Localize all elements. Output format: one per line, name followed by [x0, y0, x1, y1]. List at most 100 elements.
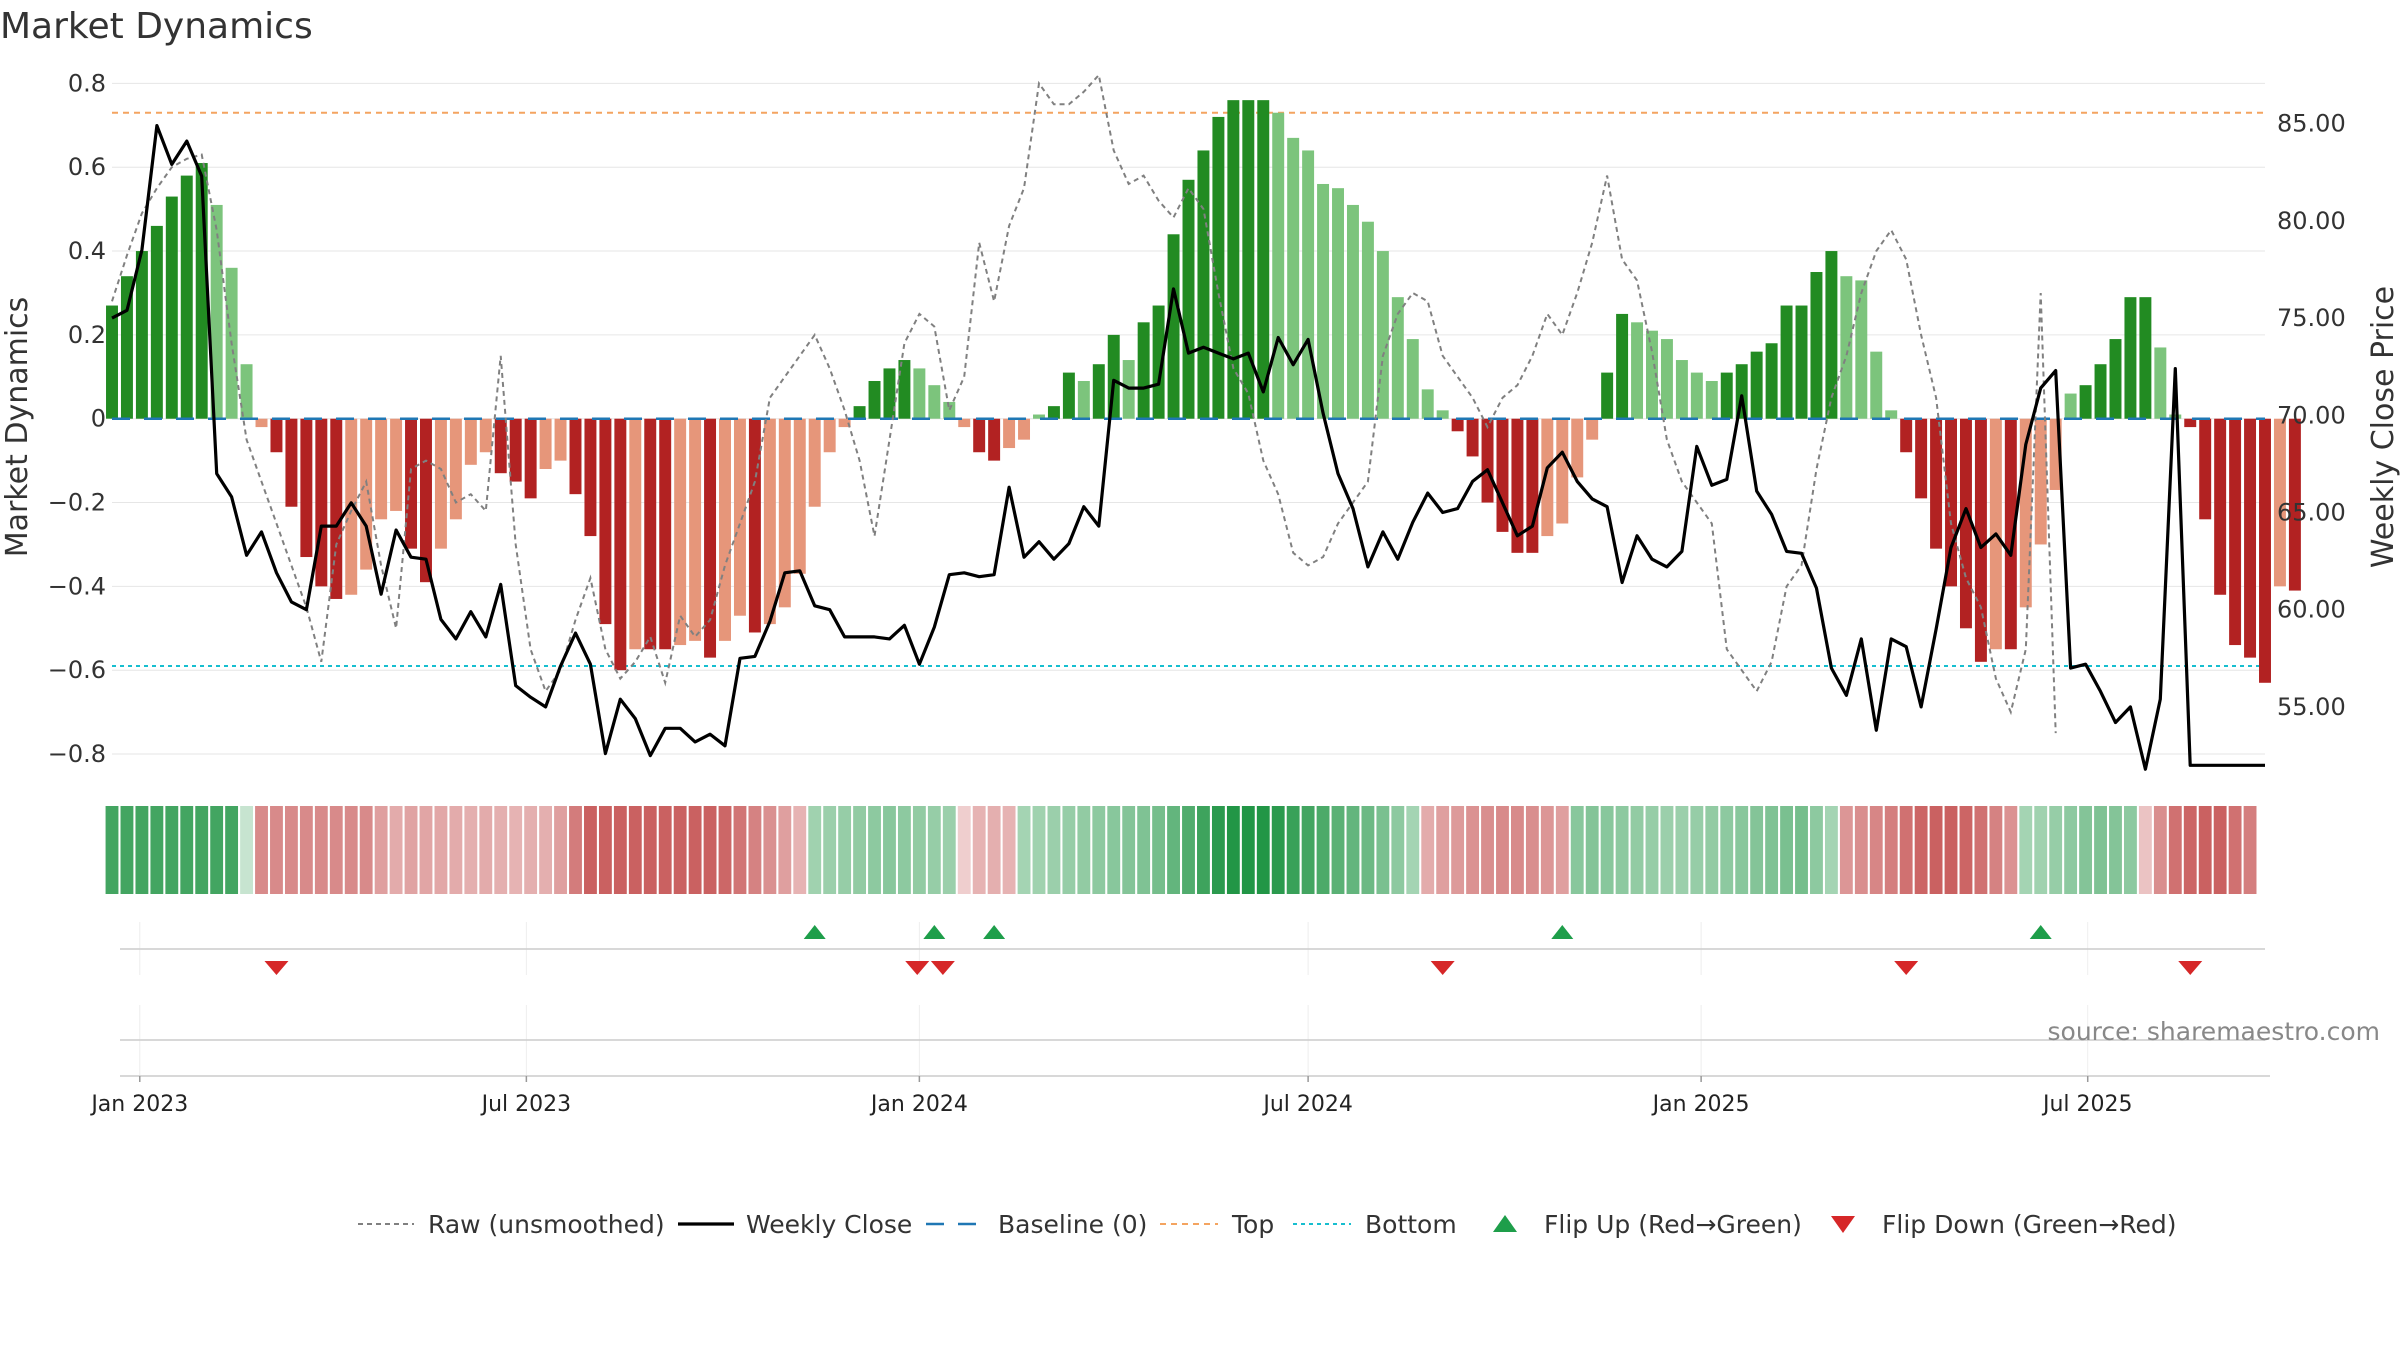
- heat-cell: [1271, 806, 1285, 894]
- flip-down-marker: [905, 961, 930, 975]
- dynamics-bar: [1705, 380, 1718, 419]
- heat-cell: [240, 806, 253, 894]
- heat-cell: [210, 806, 224, 894]
- y2-tick-label: 60.00: [2277, 596, 2346, 624]
- y2-tick-label: 80.00: [2277, 207, 2346, 235]
- heat-cell: [1929, 806, 1943, 894]
- heat-cell: [1869, 806, 1883, 894]
- dynamics-bar: [524, 418, 537, 499]
- dynamics-bar: [958, 418, 971, 428]
- dynamics-bar: [793, 418, 806, 574]
- dynamics-bar: [1974, 418, 1987, 662]
- dynamics-bar: [1930, 418, 1943, 549]
- heat-cell: [2064, 806, 2078, 894]
- dynamics-bar: [748, 418, 761, 633]
- dynamics-bar: [1526, 418, 1539, 553]
- heat-cell: [1167, 806, 1180, 894]
- y-tick-label: −0.8: [48, 740, 106, 768]
- dynamics-bar: [1601, 372, 1614, 419]
- heat-cell: [1944, 806, 1958, 894]
- heat-cell: [120, 806, 134, 894]
- dynamics-bar: [554, 418, 567, 461]
- heat-cell: [1839, 806, 1853, 894]
- heat-cell: [1197, 806, 1210, 894]
- heat-cell: [793, 806, 807, 894]
- heat-cell: [270, 806, 283, 894]
- heat-cell: [957, 806, 971, 894]
- dynamics-bar: [2273, 418, 2286, 587]
- empty-panel: [120, 1005, 2270, 1077]
- heat-cell: [1540, 806, 1554, 894]
- dynamics-bar: [1959, 418, 1972, 629]
- dynamics-bar: [1616, 313, 1629, 419]
- dynamics-bar: [2199, 418, 2212, 520]
- dynamics-bar: [2214, 418, 2227, 595]
- heat-cell: [479, 806, 493, 894]
- heat-cell: [150, 806, 164, 894]
- legend-flip-down-swatch: [1831, 1216, 1855, 1233]
- heat-cell: [1286, 806, 1300, 894]
- heat-cell: [1077, 806, 1091, 894]
- dynamics-bar: [1197, 150, 1210, 419]
- dynamics-bar: [255, 418, 268, 428]
- heat-cell: [1391, 806, 1405, 894]
- y-tick-label: −0.6: [48, 656, 106, 684]
- dynamics-bar: [1406, 339, 1419, 419]
- heat-cell: [897, 806, 911, 894]
- heat-cell: [449, 806, 463, 894]
- legend-item-top: Top: [1160, 1210, 1274, 1239]
- legend-item-raw: Raw (unsmoothed): [358, 1210, 665, 1239]
- heat-cell: [2228, 806, 2242, 894]
- heat-cell: [1122, 806, 1136, 894]
- heat-cell: [584, 806, 597, 894]
- dynamics-bar: [2019, 418, 2032, 608]
- legend-item-baseline: Baseline (0): [926, 1210, 1147, 1239]
- heat-cell: [1555, 806, 1569, 894]
- dynamics-bar: [2154, 347, 2167, 419]
- dynamics-bar: [1451, 418, 1464, 432]
- heat-cell: [1630, 806, 1644, 894]
- dynamics-bar: [599, 418, 612, 625]
- heat-cell: [823, 806, 837, 894]
- heat-cell: [1570, 806, 1584, 894]
- heat-cell: [1914, 806, 1928, 894]
- heat-cell: [718, 806, 732, 894]
- dynamics-bar: [1391, 297, 1404, 419]
- heat-cell: [1780, 806, 1793, 894]
- source-note: source: sharemaestro.com: [2048, 1017, 2381, 1046]
- dynamics-bar: [1660, 339, 1673, 419]
- flip-down-marker: [2178, 961, 2203, 975]
- heat-cell: [2019, 806, 2033, 894]
- flip-down-marker: [930, 961, 955, 975]
- dynamics-bar: [1421, 389, 1434, 419]
- dynamics-bar: [1062, 372, 1075, 419]
- y-tick-label: 0.2: [68, 321, 106, 349]
- dynamics-bar: [928, 385, 941, 419]
- dynamics-bar: [1212, 116, 1225, 419]
- dynamics-bar: [614, 418, 627, 671]
- legend-label: Weekly Close: [746, 1210, 912, 1239]
- dynamics-bar: [1227, 100, 1240, 419]
- heat-cell: [1107, 806, 1121, 894]
- dynamics-heat-strip: [105, 806, 2257, 894]
- dynamics-bar: [420, 418, 432, 583]
- dynamics-bar: [1825, 251, 1838, 419]
- dynamics-bar: [300, 418, 313, 558]
- heat-cell: [195, 806, 209, 894]
- heat-cell: [763, 806, 777, 894]
- dynamics-bar: [808, 418, 821, 507]
- dynamics-bar: [2094, 364, 2107, 419]
- date-axis: Jan 2023 Jul 2023 Jan 2024 Jul 2024 Jan 2025…: [89, 1076, 2132, 1117]
- heat-cell: [1720, 806, 1734, 894]
- flip-up-marker: [2029, 925, 2052, 939]
- heat-cell: [2094, 806, 2107, 894]
- y-tick-label: 0.6: [68, 153, 106, 181]
- dynamics-bar: [1646, 330, 1658, 419]
- dynamics-bar: [2229, 418, 2242, 646]
- heat-cell: [1002, 806, 1016, 894]
- heat-cell: [1301, 806, 1315, 894]
- legend-label: Top: [1231, 1210, 1274, 1239]
- dynamics-bar: [106, 305, 118, 419]
- dynamics-bar: [2244, 418, 2257, 658]
- dynamics-bar: [838, 418, 851, 428]
